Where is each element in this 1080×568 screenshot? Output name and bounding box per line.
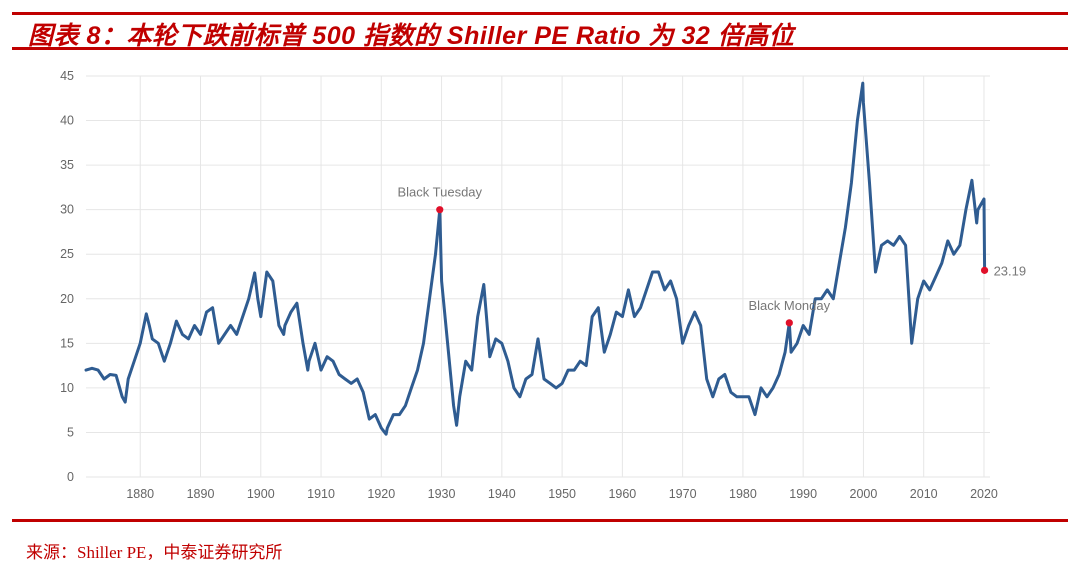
x-tick-label: 1900 (247, 487, 275, 501)
y-tick-label: 35 (60, 158, 74, 172)
annotation-label: Black Tuesday (397, 185, 482, 200)
title-top-rule (12, 12, 1068, 15)
x-tick-label: 1930 (428, 487, 456, 501)
source-top-rule (12, 519, 1068, 522)
annotation-layer: Black Tuesday Black Monday 23.19 (397, 185, 1026, 327)
x-tick-label: 1910 (307, 487, 335, 501)
annotation-marker (436, 206, 444, 214)
tick-labels: 1880 1890 1900 1910 1920 1930 1940 1950 1960 1970… (60, 69, 998, 501)
x-tick-label: 2020 (970, 487, 998, 501)
y-tick-label: 40 (60, 114, 74, 128)
y-tick-label: 5 (67, 425, 74, 439)
source-note: 来源：Shiller PE，中泰证券研究所 (26, 543, 283, 562)
x-tick-label: 1960 (608, 487, 636, 501)
x-tick-label: 2000 (850, 487, 878, 501)
series-layer (84, 81, 987, 436)
annotation-label: Black Monday (748, 298, 830, 313)
series-line-shiller-pe (84, 81, 987, 436)
x-tick-label: 1990 (789, 487, 817, 501)
y-tick-label: 10 (60, 381, 74, 395)
annotation-label: 23.19 (994, 263, 1027, 278)
x-tick-label: 1950 (548, 487, 576, 501)
y-tick-label: 20 (60, 292, 74, 306)
title-bottom-rule (12, 47, 1068, 50)
y-tick-label: 0 (67, 470, 74, 484)
y-tick-label: 15 (60, 336, 74, 350)
x-tick-label: 1970 (669, 487, 697, 501)
y-tick-label: 45 (60, 69, 74, 83)
figure-title: 图表 8：本轮下跌前标普 500 指数的 Shiller PE Ratio 为 … (28, 22, 795, 50)
shiller-pe-chart: 1880 1890 1900 1910 1920 1930 1940 1950 1960 1970… (60, 69, 1026, 501)
annotation-marker (785, 319, 793, 327)
x-tick-label: 1890 (187, 487, 215, 501)
x-tick-label: 1920 (367, 487, 395, 501)
x-tick-label: 2010 (910, 487, 938, 501)
x-tick-label: 1880 (126, 487, 154, 501)
y-tick-label: 25 (60, 247, 74, 261)
annotation-marker (980, 266, 989, 274)
x-tick-label: 1980 (729, 487, 757, 501)
x-tick-label: 1940 (488, 487, 516, 501)
y-tick-label: 30 (60, 203, 74, 217)
